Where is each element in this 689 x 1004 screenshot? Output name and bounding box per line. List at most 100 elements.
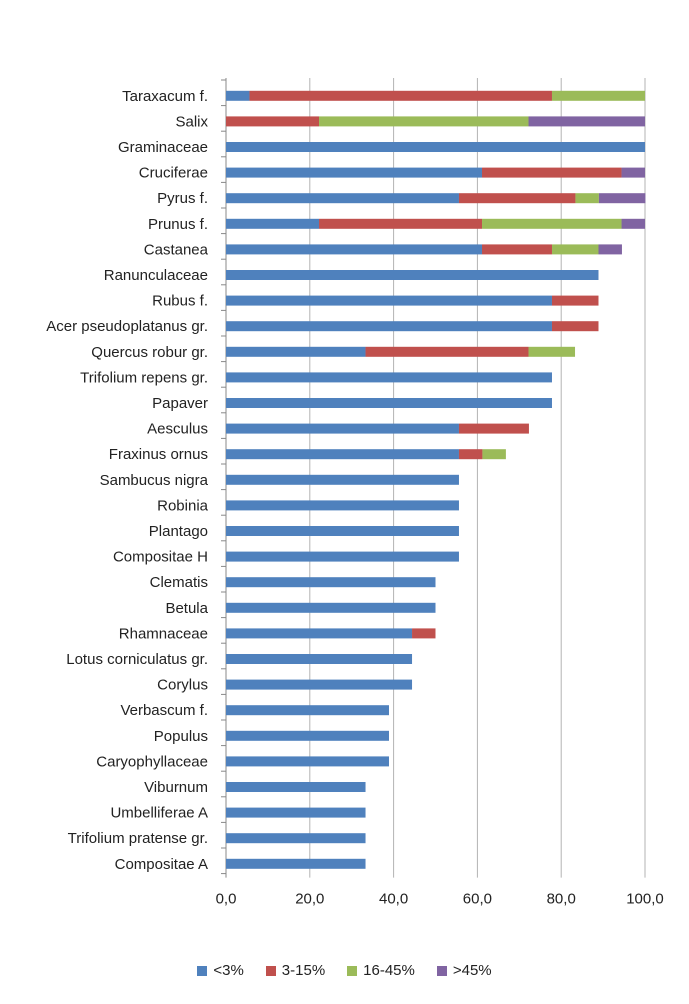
bar-segment — [528, 116, 645, 127]
bar-segment — [319, 116, 529, 127]
bar-segment — [528, 346, 576, 357]
bar-segment — [226, 551, 459, 562]
bar-segment — [598, 193, 646, 204]
bar-segment — [458, 423, 529, 434]
category-label: Robinia — [157, 497, 209, 514]
bar-segment — [412, 628, 436, 639]
bar-segment — [621, 167, 645, 178]
legend-item: >45% — [436, 962, 492, 979]
bar-segment — [551, 321, 599, 332]
bar-segment — [319, 218, 483, 229]
category-label: Viburnum — [144, 779, 208, 796]
category-label: Sambucus nigra — [100, 472, 209, 489]
category-label: Quercus robur gr. — [91, 344, 208, 361]
x-tick-label: 20,0 — [295, 891, 324, 908]
bar-segment — [551, 295, 599, 306]
category-label: Taraxacum f. — [122, 88, 208, 105]
bar-segment — [575, 193, 599, 204]
bar-segment — [226, 90, 250, 101]
bar-segment — [226, 423, 459, 434]
category-label: Clematis — [150, 574, 208, 591]
bar-segment — [621, 218, 645, 229]
bar-segment — [226, 705, 389, 716]
x-tick-label: 100,0 — [626, 891, 664, 908]
x-tick-label: 60,0 — [463, 891, 492, 908]
legend-swatch — [347, 965, 358, 976]
bar-segment — [226, 142, 645, 152]
category-label: Pyrus f. — [157, 190, 208, 207]
bar-segment — [226, 167, 483, 178]
bars — [226, 90, 646, 869]
chart-legend: <3% 3-15% 16-45% >45% — [0, 962, 689, 979]
category-label: Graminaceae — [118, 139, 208, 156]
bar-segment — [226, 372, 552, 383]
bar-segment — [458, 193, 576, 204]
bar-segment — [226, 782, 366, 792]
category-label: Populus — [154, 728, 208, 745]
category-label: Betula — [165, 600, 208, 617]
x-tick-label: 40,0 — [379, 891, 408, 908]
legend-label: >45% — [452, 962, 492, 979]
bar-segment — [226, 730, 389, 741]
bar-segment — [226, 756, 389, 767]
category-label: Ranunculaceae — [104, 267, 208, 284]
bar-segment — [226, 398, 552, 408]
legend-item: 3-15% — [265, 962, 326, 979]
bar-segment — [226, 449, 459, 460]
category-label: Rubus f. — [152, 293, 208, 310]
bar-segment — [226, 218, 320, 229]
bar-segment — [226, 526, 459, 536]
bar-segment — [365, 346, 529, 357]
bar-segment — [482, 449, 506, 460]
bar-segment — [226, 654, 413, 664]
legend-swatch — [265, 965, 276, 976]
legend-item: <3% — [197, 962, 244, 979]
bar-segment — [249, 90, 552, 101]
bar-segment — [226, 500, 459, 511]
bar-segment — [226, 833, 366, 844]
category-label: Prunus f. — [148, 216, 208, 233]
bar-segment — [482, 218, 622, 229]
x-tick-label: 80,0 — [547, 891, 576, 908]
bar-segment — [226, 628, 413, 639]
category-label: Plantago — [149, 523, 208, 540]
bar-segment — [482, 244, 552, 255]
bar-segment — [226, 474, 459, 485]
bar-segment — [482, 167, 622, 178]
category-label: Rhamnaceae — [119, 625, 208, 642]
category-label: Verbascum f. — [120, 702, 208, 719]
bar-segment — [226, 270, 599, 280]
bar-segment — [226, 679, 413, 690]
legend-item: 16-45% — [347, 962, 415, 979]
bar-segment — [226, 295, 552, 306]
category-label: Compositae H — [113, 549, 208, 566]
category-label: Papaver — [152, 395, 208, 412]
category-label: Cruciferae — [139, 165, 208, 182]
category-label: Trifolium pratense gr. — [68, 830, 208, 847]
bar-segment — [551, 244, 599, 255]
bar-segment — [226, 193, 459, 204]
category-label: Castanea — [144, 241, 209, 258]
category-label: Umbelliferae A — [110, 805, 208, 822]
bar-segment — [226, 116, 320, 127]
legend-label: 16-45% — [363, 962, 415, 979]
category-label: Corylus — [157, 677, 208, 694]
category-label: Acer pseudoplatanus gr. — [46, 318, 208, 335]
bar-segment — [226, 346, 366, 357]
category-label: Fraxinus ornus — [109, 446, 208, 463]
bar-segment — [598, 244, 622, 255]
legend-label: 3-15% — [281, 962, 326, 979]
bar-segment — [226, 577, 436, 588]
bar-segment — [226, 244, 483, 255]
x-axis-tick-labels: 0,0 20,0 40,0 60,0 80,0 100,0 — [216, 891, 664, 908]
bar-segment — [226, 858, 366, 869]
bar-segment — [226, 807, 366, 818]
x-tick-label: 0,0 — [216, 891, 237, 908]
legend-swatch — [197, 965, 208, 976]
category-label: Compositae A — [115, 856, 208, 873]
bar-segment — [226, 321, 552, 332]
bar-segment — [458, 449, 483, 460]
category-label: Caryophyllaceae — [96, 753, 208, 770]
category-labels: Taraxacum f. Salix Graminaceae Cruciferae Py… — [46, 88, 208, 873]
